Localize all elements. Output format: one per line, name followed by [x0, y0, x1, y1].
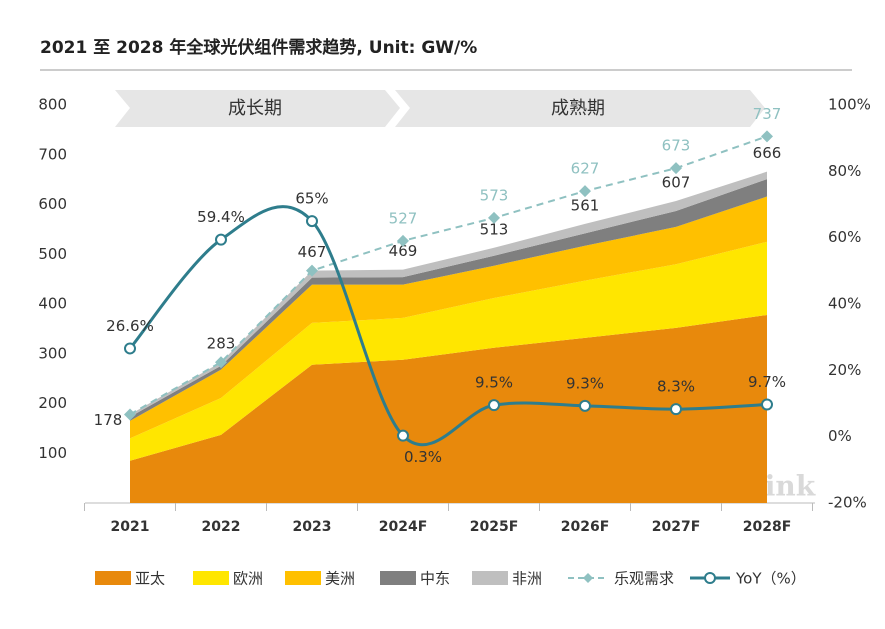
- area: [130, 241, 767, 461]
- legend-label: 亚太: [135, 570, 165, 588]
- area: [130, 314, 767, 503]
- y2-tick-label: 80%: [828, 162, 861, 180]
- x-tick-label: 2025F: [470, 519, 519, 535]
- diamond-marker: [306, 264, 318, 277]
- y-tick-label: 500: [38, 245, 67, 263]
- diamond-marker: [488, 211, 500, 224]
- legend-marker: [704, 572, 716, 584]
- x-tick-label: 2026F: [561, 519, 610, 535]
- y2-tick-label: 20%: [828, 361, 861, 379]
- data-label: 527: [389, 209, 418, 227]
- legend-label: 乐观需求: [614, 570, 674, 588]
- total-label: 178: [94, 411, 123, 429]
- yoy-marker: [761, 398, 773, 411]
- y2-tick-label: 60%: [828, 228, 861, 246]
- total-label: 666: [753, 144, 782, 162]
- y-tick-label: 100: [38, 444, 67, 462]
- total-label: 513: [480, 220, 509, 238]
- legend-label: 欧洲: [233, 570, 263, 588]
- phase-arrow: [115, 90, 400, 127]
- x-tick-label: 2021: [111, 519, 150, 535]
- yoy-marker: [306, 215, 318, 228]
- y-tick-label: 700: [38, 145, 67, 163]
- area: [130, 171, 767, 417]
- phase-label: 成熟期: [551, 98, 605, 119]
- diamond-marker: [215, 356, 227, 369]
- diamond-marker: [124, 408, 136, 421]
- y-tick-label: 400: [38, 295, 67, 313]
- yoy-marker: [488, 399, 500, 412]
- yoy-line: [128, 205, 768, 447]
- data-label: 9.3%: [566, 374, 604, 392]
- data-label: 8.3%: [657, 378, 695, 396]
- phase-label: 成长期: [228, 98, 282, 119]
- legend-swatch: [95, 571, 131, 585]
- data-label: 673: [662, 137, 691, 155]
- legend-label: 美洲: [325, 570, 355, 588]
- legend-label: YoY（%）: [735, 570, 806, 588]
- legend-label: 中东: [420, 570, 450, 588]
- x-tick-label: 2022: [202, 519, 241, 535]
- total-label: 469: [389, 242, 418, 260]
- data-label: 627: [571, 160, 600, 178]
- y-tick-label: 800: [38, 96, 67, 114]
- legend-marker: [583, 573, 593, 583]
- area: [130, 196, 767, 439]
- yoy-marker: [579, 399, 591, 412]
- data-label: 9.5%: [475, 374, 513, 392]
- y-tick-label: 300: [38, 344, 67, 362]
- data-label: 737: [753, 105, 782, 123]
- y2-tick-label: 100%: [828, 96, 871, 114]
- y2-tick-label: -20%: [828, 494, 867, 512]
- legend-swatch: [472, 571, 508, 585]
- total-label: 607: [662, 174, 691, 192]
- diamond-marker: [579, 185, 591, 198]
- legend-swatch: [380, 571, 416, 585]
- phase-arrow: [395, 90, 765, 127]
- y-tick-label: 600: [38, 195, 67, 213]
- y-tick-label: 200: [38, 394, 67, 412]
- data-label: 0.3%: [404, 448, 442, 466]
- x-tick-label: 2027F: [652, 519, 701, 535]
- area: [130, 179, 767, 421]
- y2-tick-label: 40%: [828, 295, 861, 313]
- diamond-marker: [670, 162, 682, 175]
- data-label: 573: [480, 186, 509, 204]
- yoy-marker: [124, 342, 136, 355]
- legend-label: 非洲: [512, 570, 542, 588]
- data-label: 59.4%: [197, 208, 245, 226]
- data-label: 65%: [295, 190, 328, 208]
- total-label: 283: [207, 335, 236, 353]
- total-label: 467: [298, 243, 327, 261]
- legend-swatch: [285, 571, 321, 585]
- yoy-marker: [397, 429, 409, 442]
- total-label: 561: [571, 196, 600, 214]
- diamond-marker: [397, 234, 409, 247]
- x-tick-label: 2028F: [743, 519, 792, 535]
- data-label: 26.6%: [106, 317, 154, 335]
- diamond-marker: [761, 130, 773, 143]
- legend-swatch: [193, 571, 229, 585]
- chart-title: 2021 至 2028 年全球光伏组件需求趋势, Unit: GW/%: [40, 37, 477, 58]
- yoy-marker: [670, 403, 682, 416]
- dashed-line: [129, 135, 768, 416]
- x-tick-label: 2024F: [379, 519, 428, 535]
- data-label: 9.7%: [748, 373, 786, 391]
- y2-tick-label: 0%: [828, 427, 852, 445]
- x-tick-label: 2023: [293, 519, 332, 535]
- yoy-marker: [215, 233, 227, 246]
